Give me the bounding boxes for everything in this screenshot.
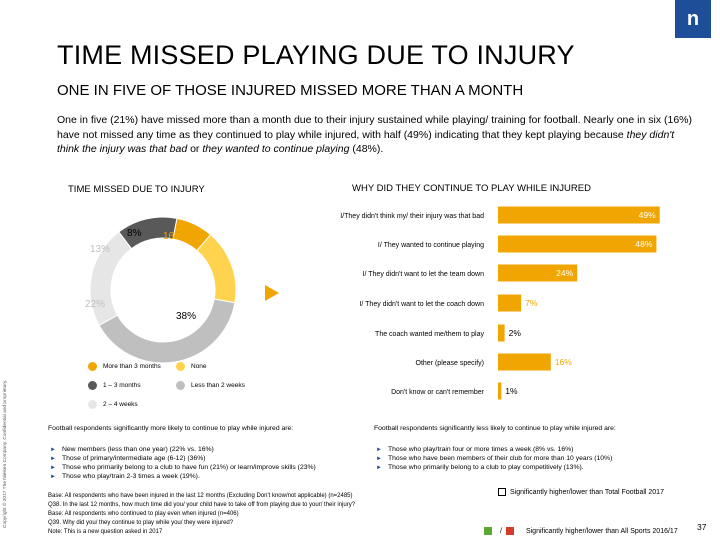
- sig-key-all-sports: / Significantly higher/lower than All Sp…: [484, 527, 678, 535]
- donut-slice-none: [196, 233, 237, 304]
- donut-label-none: 16%: [163, 231, 184, 242]
- base-note-line: Q38. In the last 12 months, how much tim…: [48, 502, 356, 508]
- bar-6: [498, 382, 502, 400]
- bullet-text: Those who primarily belong to a club to …: [61, 464, 316, 471]
- bullet-text: Those who primarily belong to a club to …: [387, 464, 584, 471]
- bullet-arrow-icon: ►: [376, 447, 382, 453]
- legend-item-two-to-four-weeks: 2 – 4 weeks: [88, 400, 138, 409]
- bullet-item: ► Those who primarily belong to a club to…: [50, 464, 316, 471]
- legend-label: 1 – 3 months: [103, 382, 141, 389]
- bullet-text: Those of primary/intermediate age (6-12)…: [61, 455, 206, 462]
- bar-4: [498, 324, 505, 342]
- bullet-text: Those who play/train four or more times …: [387, 446, 574, 453]
- bullet-arrow-icon: ►: [50, 474, 56, 480]
- bar-2: [498, 264, 578, 282]
- legend-item-one-to-three-months: 1 – 3 months: [88, 381, 141, 390]
- bar-category-label: Don't know or can't remember: [391, 389, 485, 396]
- legend-item-more-than-3-months: More than 3 months: [88, 362, 161, 371]
- base-note-line: Base: All respondents who continued to p…: [48, 511, 239, 517]
- bar-chart: I/They didn't think my/ their injury was…: [340, 206, 660, 400]
- bar-5: [498, 353, 551, 371]
- bar-3: [498, 294, 522, 312]
- bullet-arrow-icon: ►: [50, 447, 56, 453]
- donut-label-more-than-3-months: 8%: [127, 228, 142, 239]
- bar-category-label: I/They didn't think my/ their injury was…: [340, 213, 484, 220]
- intro-italic-2: they wanted to continue playing: [202, 143, 350, 155]
- intro-paragraph: One in five (21%) have missed more than …: [57, 113, 697, 157]
- copyright-notice: Copyright © 2017 The Nielsen Company. Co…: [3, 379, 8, 528]
- bullet-arrow-icon: ►: [376, 465, 382, 471]
- legend-swatch: [88, 362, 97, 371]
- bullet-text: Those who play/train 2-3 times a week (1…: [61, 473, 200, 480]
- bar-chart-title: WHY DID THEY CONTINUE TO PLAY WHILE INJU…: [352, 183, 591, 194]
- bar-category-label: I/ They didn't want to let the team down: [363, 271, 485, 278]
- bar-value-label: 7%: [525, 298, 538, 308]
- page-subtitle: ONE IN FIVE OF THOSE INJURED MISSED MORE…: [57, 82, 524, 99]
- bullet-arrow-icon: ►: [376, 456, 382, 462]
- bullet-arrow-icon: ►: [50, 456, 56, 462]
- bar-value-label: 1%: [505, 386, 518, 396]
- donut-chart-title: TIME MISSED DUE TO INJURY: [68, 184, 205, 195]
- bar-value-label: 24%: [556, 268, 573, 278]
- transition-arrow-icon: [265, 285, 279, 301]
- base-note-line: Note: This is a new question asked in 20…: [48, 529, 163, 535]
- bar-category-label: I/ They wanted to continue playing: [378, 242, 484, 249]
- legend-swatch: [88, 400, 97, 409]
- less-likely-title: Football respondents significantly less …: [374, 425, 616, 432]
- legend-item-none: None: [176, 362, 207, 371]
- sig-key-box-1: [498, 488, 506, 496]
- legend-label: None: [191, 363, 207, 370]
- sig-key-label-1: Significantly higher/lower than Total Fo…: [510, 488, 664, 496]
- base-note-line: Q39. Why did you/ they continue to play …: [48, 520, 234, 526]
- intro-text-2: or: [187, 143, 203, 155]
- nielsen-logo: n: [675, 0, 711, 38]
- legend-label: 2 – 4 weeks: [103, 401, 138, 408]
- donut-slice-less-than-2-weeks: [98, 298, 236, 364]
- page-number: 37: [697, 522, 707, 532]
- sig-key-red-box: [505, 527, 514, 535]
- bar-value-label: 16%: [555, 357, 572, 367]
- intro-text-3: (48%).: [349, 143, 384, 155]
- donut-label-two-to-four-weeks: 22%: [85, 299, 106, 310]
- intro-italic-1: they didn't think the injury was that ba…: [57, 128, 675, 156]
- sig-key-total-football: Significantly higher/lower than Total Fo…: [498, 488, 664, 496]
- legend-label: More than 3 months: [103, 363, 161, 370]
- page-title: TIME MISSED PLAYING DUE TO INJURY: [57, 40, 575, 70]
- legend-swatch: [88, 381, 97, 390]
- bar-category-label: The coach wanted me/them to play: [375, 331, 484, 338]
- sig-key-green-box: [484, 527, 492, 535]
- bullet-item: ► Those who play/train 2-3 times a week (…: [50, 473, 200, 480]
- legend-label: Less than 2 weeks: [191, 382, 245, 389]
- bullet-item: ► Those who play/train four or more times…: [376, 446, 573, 453]
- bar-value-label: 49%: [639, 210, 656, 220]
- donut-slice-one-to-three-months: [118, 216, 178, 250]
- legend-item-less-than-2-weeks: Less than 2 weeks: [176, 381, 245, 390]
- donut-chart: [89, 216, 237, 364]
- bullet-item: ► Those who have been members of their cl…: [376, 455, 612, 462]
- sig-key-slash: /: [500, 527, 502, 535]
- bar-category-label: Other (please specify): [416, 360, 484, 367]
- bullet-item: ► Those who primarily belong to a club to…: [376, 464, 584, 471]
- bullet-text: New members (less than one year) (22% vs…: [61, 446, 214, 453]
- bullet-item: ► New members (less than one year) (22% v…: [50, 446, 214, 453]
- donut-label-one-to-three-months: 13%: [90, 244, 111, 255]
- bar-category-label: I/ They didn't want to let the coach dow…: [359, 301, 484, 308]
- bar-0: [498, 206, 660, 224]
- intro-text-1: One in five (21%) have missed more than …: [57, 114, 692, 141]
- more-likely-title: Football respondents significantly more …: [48, 425, 294, 432]
- bullet-text: Those who have been members of their clu…: [387, 455, 613, 462]
- sig-key-label-2: Significantly higher/lower than All Spor…: [525, 527, 678, 535]
- bar-1: [498, 235, 657, 253]
- donut-label-less-than-2-weeks: 38%: [176, 311, 197, 322]
- bar-value-label: 48%: [635, 239, 652, 249]
- legend-swatch: [176, 381, 185, 390]
- bullet-item: ► Those of primary/intermediate age (6-12…: [50, 455, 206, 462]
- bullet-arrow-icon: ►: [50, 465, 56, 471]
- legend-swatch: [176, 362, 185, 371]
- bar-value-label: 2%: [509, 328, 522, 338]
- base-note-line: Base: All respondents who have been inju…: [48, 493, 353, 499]
